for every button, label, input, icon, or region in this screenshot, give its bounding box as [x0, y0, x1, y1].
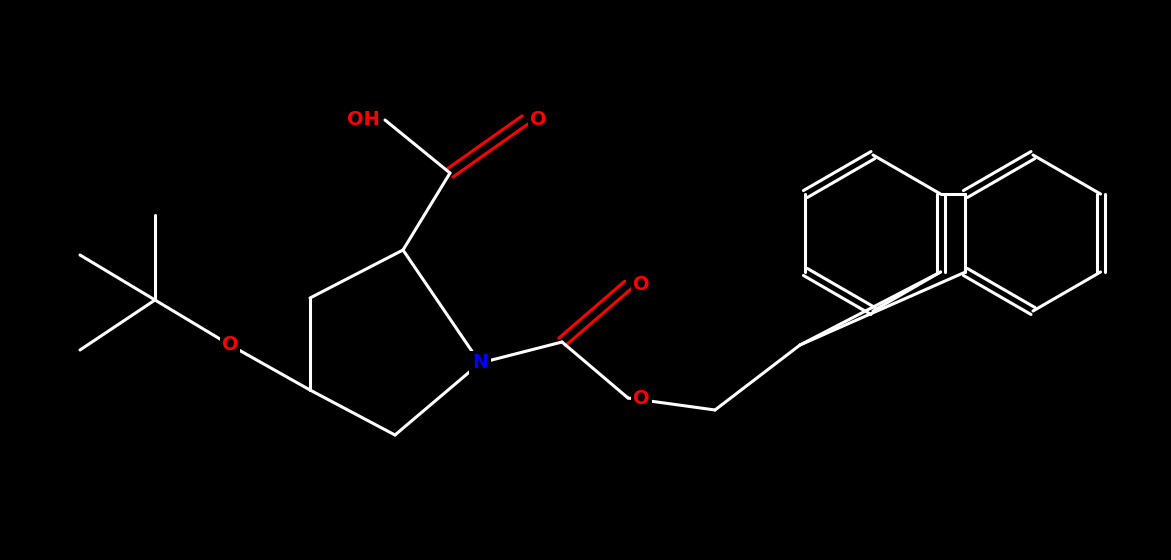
Text: O: O: [634, 276, 650, 295]
Text: OH: OH: [347, 110, 381, 129]
Text: N: N: [472, 353, 488, 372]
Text: O: O: [221, 335, 239, 354]
Text: O: O: [634, 389, 650, 408]
Text: O: O: [530, 110, 547, 129]
